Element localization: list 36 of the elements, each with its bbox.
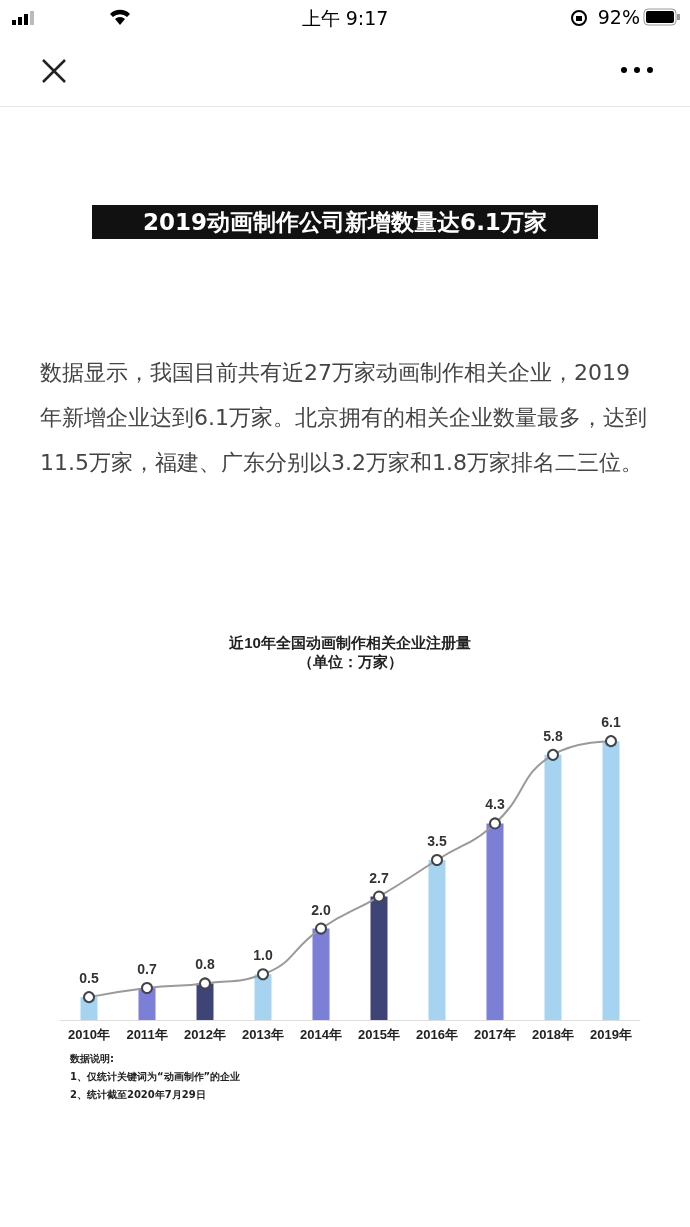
data-label: 3.5 [427,833,447,849]
text: 2、统计截至2020年7月29日 [70,1088,207,1102]
x-tick-label: 2013年 [242,1027,284,1042]
x-tick-label: 2010年 [68,1027,110,1042]
bar [312,928,330,1020]
x-tick-label: 2016年 [416,1027,458,1042]
x-tick-label: 2019年 [590,1027,632,1042]
bar [370,896,388,1020]
data-label: 0.8 [195,956,215,973]
x-tick-label: 2011年 [126,1027,168,1042]
text: 92% [597,6,640,28]
data-label: 0.7 [137,961,157,977]
data-label: 2.7 [369,869,389,886]
x-tick-label: 2015年 [358,1027,400,1042]
chart-subtitle: （单位：万家） [297,653,403,670]
text: 上午 9:17 [301,7,389,29]
bar [254,974,272,1020]
bar [602,741,620,1020]
text: 1、仅统计关键词为“动画制作”的企业 [70,1070,241,1084]
text: 2019动画制作公司新增数量达6.1万家 [92,205,598,239]
text: 数据显示，我国目前共有近27万家动画制作相关企业，2019年新增企业达到6.1万家。北京拥有的相关企业数量最多，达到11.5万家，福建、广东分别以3.2万家和1.8万家排名二三位。 [40,359,648,477]
data-label: 2.0 [311,901,331,918]
x-tick-label: 2012年 [184,1027,226,1042]
data-label: 1.0 [253,947,273,964]
x-tick-label: 2017年 [474,1027,516,1042]
data-label: 4.3 [485,796,505,813]
data-label: 6.1 [601,714,621,731]
x-tick-label: 2018年 [532,1027,574,1042]
bar [428,860,446,1020]
chart-title: 近10年全国动画制作相关企业注册量 [228,634,471,651]
data-label: 0.5 [79,970,99,987]
bar [486,823,504,1020]
data-label: 5.8 [543,727,563,744]
x-tick-label: 2014年 [300,1027,342,1042]
text: 数据说明: [70,1052,115,1066]
bar [544,754,562,1020]
